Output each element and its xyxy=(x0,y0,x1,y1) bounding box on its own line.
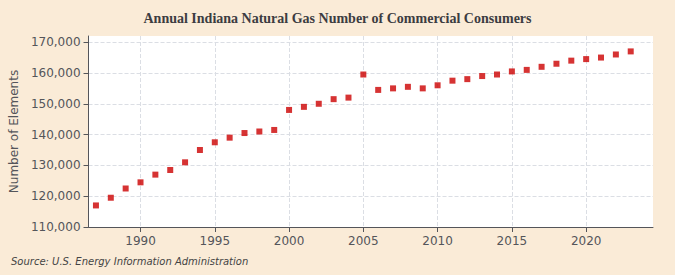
svg-text:170,000: 170,000 xyxy=(31,35,81,49)
svg-text:140,000: 140,000 xyxy=(31,128,81,142)
svg-text:110,000: 110,000 xyxy=(31,220,81,234)
svg-text:2005: 2005 xyxy=(348,234,379,248)
svg-text:Annual Indiana Natural Gas Num: Annual Indiana Natural Gas Number of Com… xyxy=(143,11,532,26)
svg-text:130,000: 130,000 xyxy=(31,158,81,172)
svg-text:Source: U.S. Energy Informatio: Source: U.S. Energy Information Administ… xyxy=(11,256,248,267)
svg-text:120,000: 120,000 xyxy=(31,189,81,203)
svg-text:160,000: 160,000 xyxy=(31,66,81,80)
svg-text:2000: 2000 xyxy=(274,234,305,248)
svg-text:Number of Elements: Number of Elements xyxy=(7,70,21,193)
svg-text:1995: 1995 xyxy=(200,234,231,248)
svg-text:2015: 2015 xyxy=(497,234,528,248)
svg-text:1990: 1990 xyxy=(125,234,156,248)
svg-text:2020: 2020 xyxy=(571,234,602,248)
svg-text:2010: 2010 xyxy=(422,234,453,248)
svg-text:150,000: 150,000 xyxy=(31,97,81,111)
